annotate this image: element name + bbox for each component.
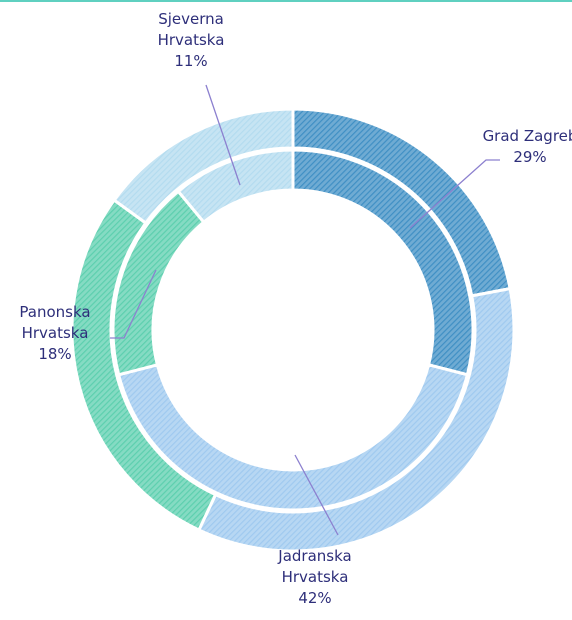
value-label: 11% <box>174 52 208 70</box>
data-label: Sjeverna Hrvatska 11% <box>136 9 246 72</box>
leader-line <box>294 454 339 536</box>
data-label: Jadranska Hrvatska 42% <box>260 546 370 609</box>
data-label: Grad Zagreb 29% <box>480 126 572 168</box>
category-label: Grad Zagreb <box>482 127 572 145</box>
category-label: Panonska Hrvatska <box>19 303 91 342</box>
ring-segment <box>112 107 295 226</box>
category-label: Jadranska Hrvatska <box>278 547 352 586</box>
leader-line <box>205 84 241 186</box>
value-label: 18% <box>38 345 72 363</box>
category-label: Sjeverna Hrvatska <box>157 10 225 49</box>
ring-segment <box>116 362 470 512</box>
value-label: 42% <box>298 589 332 607</box>
data-label: Panonska Hrvatska 18% <box>0 302 110 365</box>
value-label: 29% <box>513 148 547 166</box>
ring-segment <box>176 148 295 225</box>
leader-lines <box>110 84 500 536</box>
rings <box>70 107 516 553</box>
leader-line <box>409 159 500 229</box>
leader-line <box>110 269 157 339</box>
